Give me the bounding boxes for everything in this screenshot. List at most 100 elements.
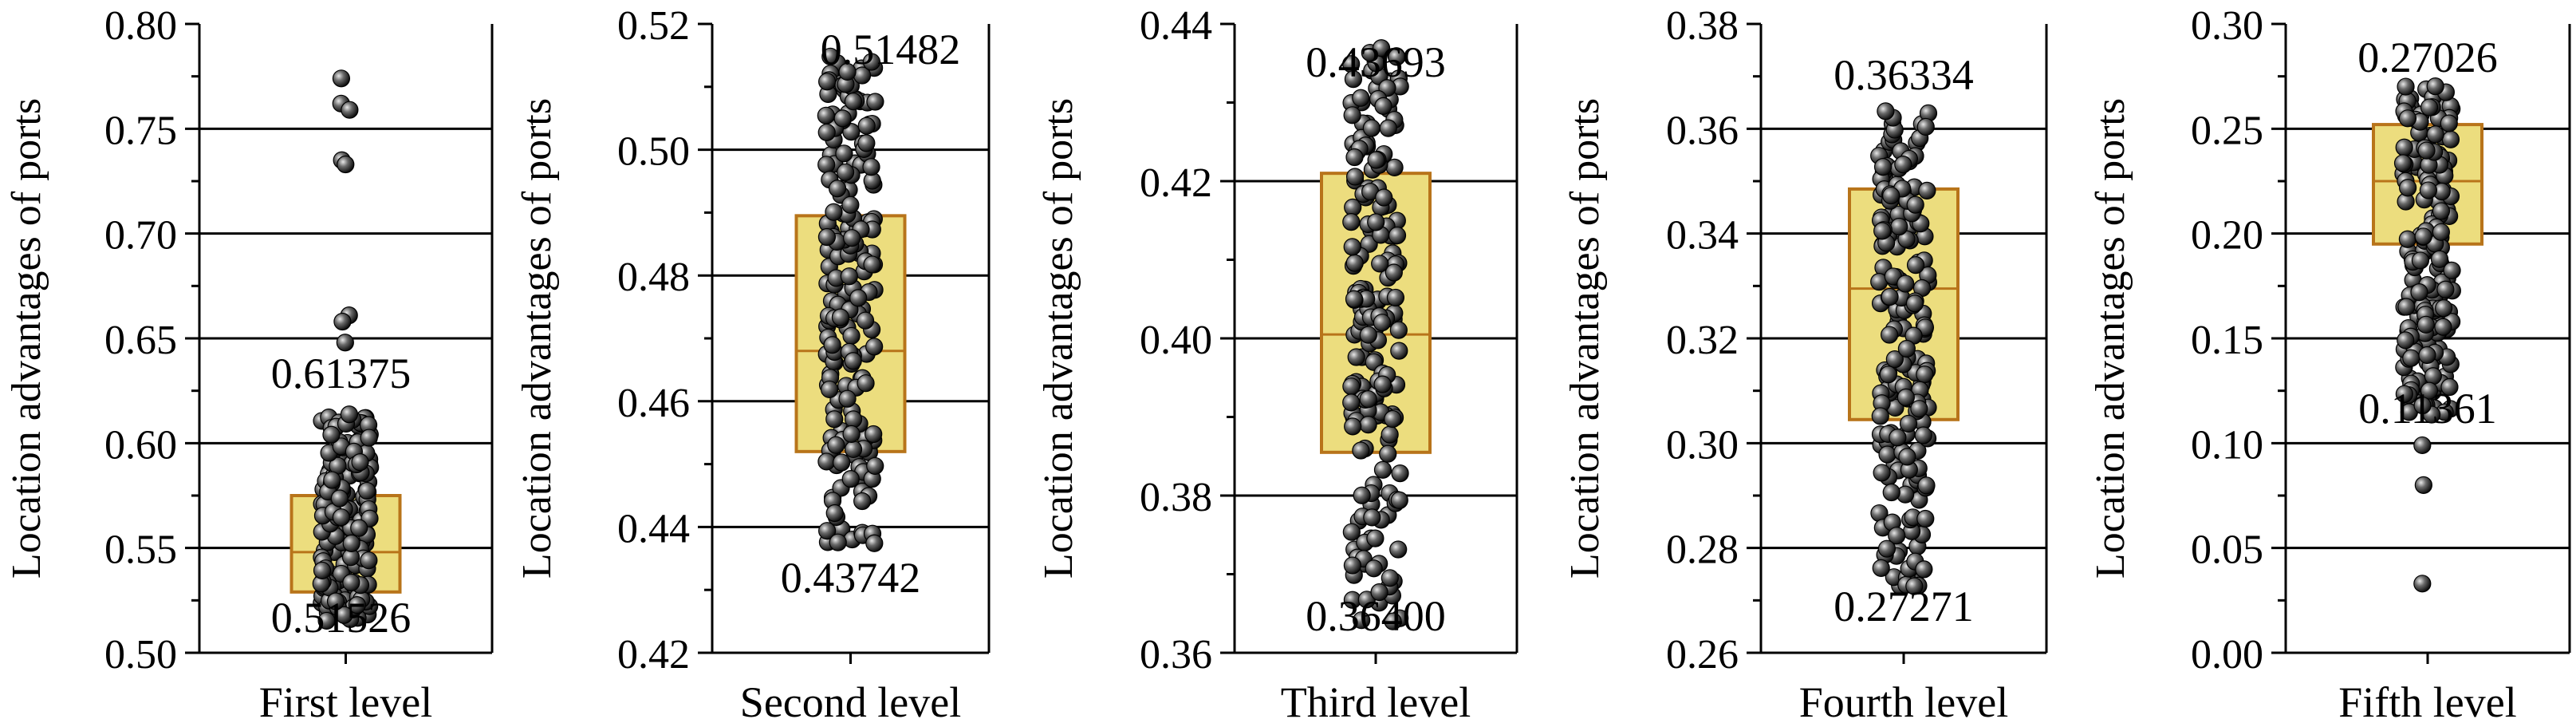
- data-point: [2426, 125, 2444, 144]
- data-point: [828, 180, 847, 198]
- data-point: [1381, 569, 1399, 587]
- data-point: [1877, 539, 1897, 558]
- data-point: [856, 311, 875, 330]
- data-point: [817, 123, 836, 142]
- y-tick-label: 0.30: [2191, 3, 2263, 49]
- data-point: [360, 429, 378, 447]
- data-point: [1916, 509, 1935, 528]
- data-point: [1342, 393, 1361, 412]
- y-tick-label: 0.52: [617, 3, 690, 49]
- data-point: [2416, 315, 2435, 334]
- data-point: [1386, 288, 1405, 307]
- outlier-point: [2414, 476, 2432, 494]
- y-axis-label: Location advantages of ports: [1562, 98, 1608, 579]
- data-point: [2397, 77, 2415, 96]
- data-point: [817, 106, 835, 124]
- data-point: [1375, 188, 1393, 207]
- y-tick-label: 0.65: [104, 318, 177, 363]
- outlier-point: [337, 155, 355, 174]
- data-point: [1905, 577, 1924, 595]
- y-tick-label: 0.50: [617, 129, 690, 175]
- data-point: [1352, 89, 1370, 107]
- data-point: [1384, 612, 1402, 630]
- y-tick-label: 0.42: [1140, 160, 1212, 206]
- data-point: [322, 425, 341, 444]
- data-point: [833, 109, 852, 128]
- data-point: [1871, 407, 1889, 425]
- data-point: [865, 425, 883, 444]
- data-point: [866, 456, 884, 476]
- data-point: [2441, 130, 2460, 148]
- data-point: [825, 410, 844, 429]
- data-point: [1366, 529, 1385, 547]
- y-tick-label: 0.15: [2191, 318, 2263, 363]
- min-value-label: 0.43742: [781, 554, 921, 602]
- data-point: [840, 267, 858, 286]
- data-point: [818, 73, 837, 91]
- y-tick-label: 0.44: [617, 506, 690, 551]
- data-point: [817, 227, 837, 247]
- data-point: [1879, 365, 1897, 384]
- data-point: [1373, 460, 1392, 479]
- data-point: [1915, 560, 1933, 579]
- y-tick-label: 0.34: [1666, 213, 1739, 259]
- data-point: [823, 336, 841, 354]
- data-point: [1347, 348, 1365, 366]
- data-point: [2417, 141, 2436, 160]
- data-point: [2397, 298, 2416, 316]
- x-axis-label: First level: [259, 678, 432, 723]
- data-point: [844, 410, 863, 429]
- outlier-point: [341, 101, 359, 119]
- y-tick-label: 0.00: [2191, 632, 2263, 678]
- data-point: [1885, 350, 1904, 369]
- x-axis-label: Third level: [1281, 678, 1471, 723]
- data-point: [2393, 154, 2413, 172]
- data-point: [1897, 339, 1916, 358]
- data-point: [1362, 119, 1381, 137]
- data-point: [1897, 275, 1915, 293]
- data-point: [842, 425, 861, 443]
- data-point: [348, 596, 366, 614]
- data-point: [1359, 390, 1377, 409]
- min-value-label: 0.36400: [1306, 592, 1446, 640]
- outlier-point: [2413, 396, 2432, 415]
- data-point: [835, 144, 853, 163]
- data-point: [342, 573, 360, 592]
- panel-5: 0.00 0.05 0.10 0.15 0.20 0.25 0.30 0.27026 0.113…: [2088, 3, 2571, 726]
- max-value-label: 0.61375: [271, 350, 412, 397]
- data-point: [1353, 486, 1371, 504]
- data-point: [1917, 476, 1936, 495]
- data-point: [844, 92, 863, 111]
- data-point: [849, 289, 868, 307]
- data-point: [862, 53, 880, 71]
- x-axis-label: Fifth level: [2338, 678, 2516, 723]
- y-tick-label: 0.55: [104, 527, 177, 573]
- data-point: [1343, 238, 1361, 256]
- data-point: [843, 229, 861, 247]
- data-point: [825, 504, 844, 523]
- data-point: [1385, 158, 1404, 176]
- data-point: [827, 436, 845, 454]
- data-point: [1873, 464, 1891, 482]
- data-point: [358, 481, 376, 500]
- data-point: [1344, 70, 1363, 89]
- data-point: [2443, 261, 2461, 280]
- data-point: [1352, 441, 1370, 460]
- data-point: [1373, 314, 1392, 332]
- data-point: [330, 489, 349, 508]
- data-point: [1890, 217, 1908, 236]
- min-value-label: 0.11361: [2358, 385, 2497, 433]
- max-value-label: 0.51482: [821, 26, 961, 73]
- data-point: [2432, 223, 2450, 241]
- data-point: [1897, 388, 1915, 406]
- data-point: [335, 606, 353, 624]
- data-point: [857, 117, 876, 135]
- data-point: [317, 611, 336, 630]
- data-point: [844, 440, 863, 459]
- data-point: [1359, 326, 1377, 344]
- panel-4: 0.26 0.28 0.30 0.32 0.34 0.36 0.38 0.36334 0.272…: [1562, 3, 2048, 726]
- y-tick-label: 0.48: [617, 255, 690, 300]
- y-tick-label: 0.30: [1666, 422, 1739, 468]
- y-tick-label: 0.60: [104, 422, 177, 468]
- outlier-point: [2413, 575, 2432, 593]
